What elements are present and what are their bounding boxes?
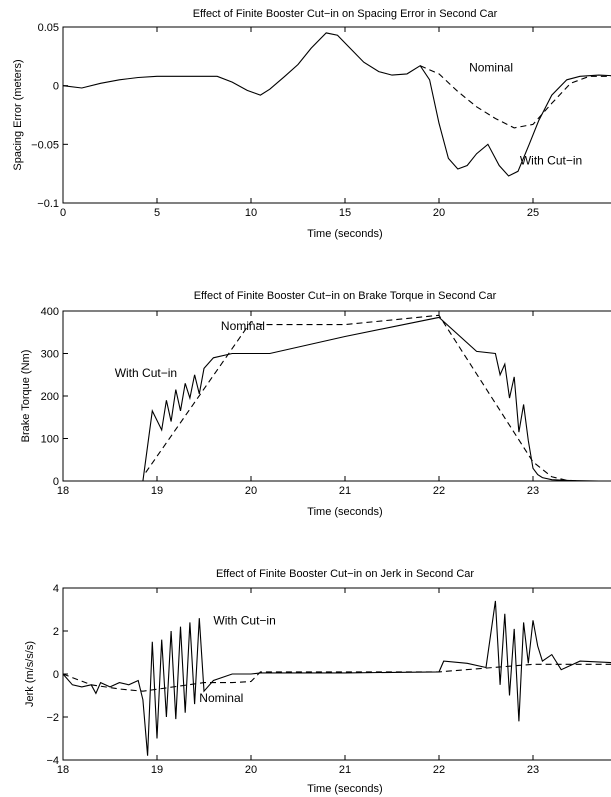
x-tick-label: 19 [151,485,163,497]
x-tick-label: 20 [245,485,257,497]
x-tick-label: 10 [245,207,257,219]
x-tick-label: 25 [527,207,539,219]
y-tick-label: 200 [41,391,59,403]
x-tick-label: 22 [433,764,445,776]
series-annotation: With Cut−in [115,366,177,380]
y-tick-label: 0 [53,81,59,93]
y-axis: −4 −2 0 2 4 [46,583,68,767]
x-tick-label: 5 [154,207,160,219]
series-annotation: With Cut−in [213,614,275,628]
x-tick-label: 22 [433,485,445,497]
chart-title: Effect of Finite Booster Cut−in on Jerk … [216,568,474,580]
cut-in-series-line [62,32,611,177]
series-annotation: Nominal [469,61,513,75]
y-tick-label: −4 [46,755,59,767]
x-axis-label: Time (seconds) [307,783,382,795]
chart-title: Effect of Finite Booster Cut−in on Spaci… [193,8,498,20]
x-tick-label: 21 [339,485,351,497]
y-tick-label: −0.05 [31,139,59,151]
x-tick-label: 0 [60,207,66,219]
x-tick-label: 20 [245,764,257,776]
x-axis: 18192021222324 [57,588,539,776]
spacing-error-chart: Effect of Finite Booster Cut−in on Spaci… [12,8,611,240]
y-tick-label: 0 [53,476,59,488]
cut-in-series-line [62,600,611,756]
y-tick-label: 4 [53,583,59,595]
x-axis-label: Time (seconds) [307,228,382,240]
nominal-series-line [62,663,611,692]
y-axis-label: Spacing Error (meters) [12,59,24,170]
y-axis: 0 100 200 300 400 [41,306,68,488]
x-tick-label: 20 [433,207,445,219]
y-tick-label: −2 [46,712,59,724]
x-axis-label: Time (seconds) [307,506,382,518]
y-tick-label: 2 [53,626,59,638]
y-tick-label: 0.05 [38,22,59,34]
cut-in-series-line [142,316,611,482]
y-tick-label: 0 [53,669,59,681]
series-annotation: Nominal [199,691,243,705]
x-tick-label: 23 [527,764,539,776]
plot-frame [62,310,611,482]
x-tick-label: 18 [57,764,69,776]
series-annotation: With Cut−in [520,153,582,167]
series-annotation: Nominal [221,319,265,333]
y-tick-label: 400 [41,306,59,318]
nominal-series-line [419,65,611,129]
plot-frame [62,587,611,761]
y-axis-label: Jerk (m/s/s/s) [24,641,36,707]
y-tick-label: 300 [41,349,59,361]
x-tick-label: 19 [151,764,163,776]
y-axis-label: Brake Torque (Nm) [20,350,32,443]
x-tick-label: 21 [339,764,351,776]
x-tick-label: 15 [339,207,351,219]
y-tick-label: −0.1 [37,198,59,210]
jerk-chart: Effect of Finite Booster Cut−in on Jerk … [24,568,611,795]
x-axis: 051015202530 [60,27,539,219]
y-tick-label: 100 [41,434,59,446]
x-tick-label: 18 [57,485,69,497]
plot-frame [62,26,611,204]
nominal-series-line [145,314,581,482]
x-tick-label: 23 [527,485,539,497]
x-axis: 18192021222324 [57,311,539,497]
brake-torque-chart: Effect of Finite Booster Cut−in on Brake… [20,290,611,518]
y-axis: −0.1 −0.05 0 0.05 [31,22,68,210]
chart-title: Effect of Finite Booster Cut−in on Brake… [194,290,497,302]
